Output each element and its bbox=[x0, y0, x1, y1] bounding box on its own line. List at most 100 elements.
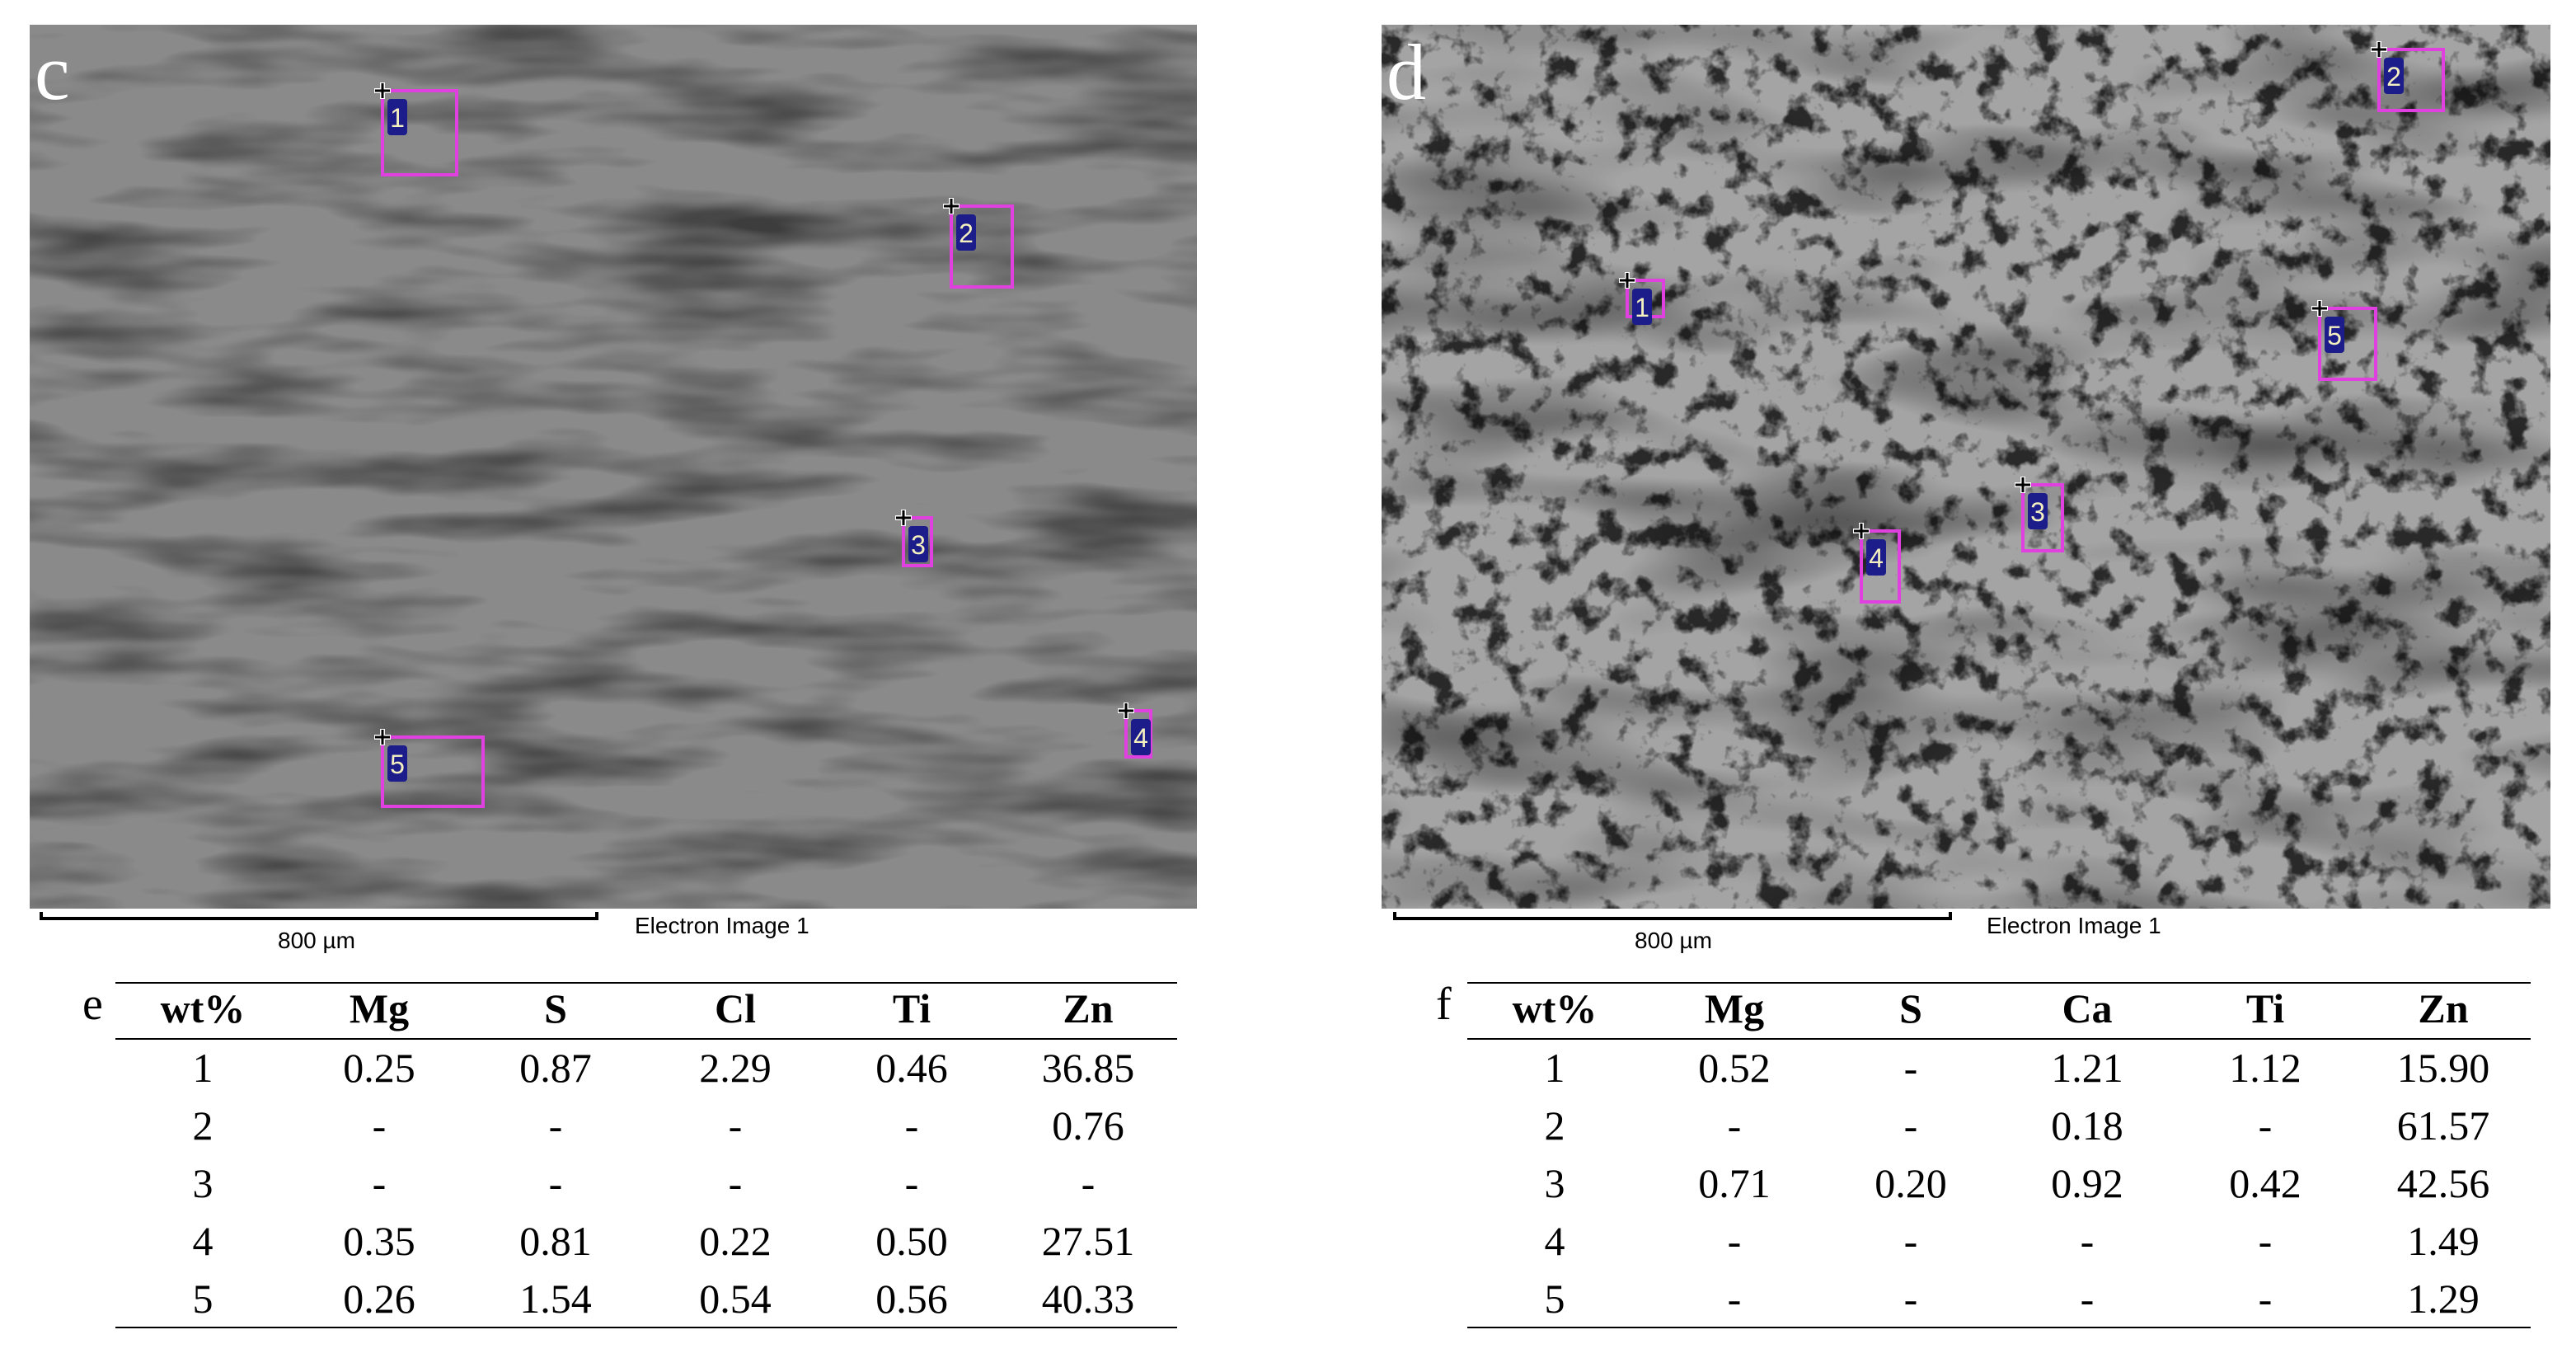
marker-badge bbox=[1866, 539, 1886, 576]
crosshair bbox=[2015, 477, 2030, 492]
analysis-region bbox=[381, 735, 485, 808]
marker-badge bbox=[387, 99, 407, 135]
table-cell: 0.18 bbox=[2051, 1102, 2123, 1149]
image-caption: Electron Image 1 bbox=[1987, 913, 2161, 938]
analysis-region bbox=[1860, 529, 1901, 604]
table-cell: 0.35 bbox=[343, 1218, 415, 1264]
column-header: Ti bbox=[893, 985, 931, 1031]
table-cell: 42.56 bbox=[2397, 1160, 2490, 1206]
column-header: Mg bbox=[1705, 985, 1764, 1031]
marker-badge bbox=[908, 526, 928, 562]
marker-badge bbox=[1131, 719, 1151, 755]
analysis-region bbox=[381, 89, 458, 176]
table-cell: 0.50 bbox=[875, 1218, 948, 1264]
table-cell: 15.90 bbox=[2397, 1045, 2490, 1091]
table-cell: 0.54 bbox=[699, 1276, 772, 1322]
table-cell: 1.54 bbox=[519, 1276, 592, 1322]
marker-number: 2 bbox=[2386, 62, 2401, 92]
marker-number: 2 bbox=[959, 219, 974, 248]
column-header: S bbox=[1899, 985, 1922, 1031]
crosshair bbox=[2312, 301, 2327, 316]
marker-number: 1 bbox=[1635, 293, 1649, 322]
column-header: wt% bbox=[1513, 985, 1598, 1031]
marker-badge bbox=[2384, 58, 2404, 94]
table-cell: - bbox=[2081, 1218, 2095, 1264]
analysis-region bbox=[902, 516, 933, 567]
table-cell: - bbox=[1728, 1218, 1742, 1264]
table-cell: 1.21 bbox=[2051, 1045, 2123, 1091]
crosshair bbox=[1119, 703, 1133, 718]
sem-panel: d 1 2 3 4 5 800 µm Electron Image 1 bbox=[1382, 25, 2550, 953]
table-cell: 4 bbox=[1545, 1218, 1565, 1264]
marker-number: 5 bbox=[2327, 321, 2342, 350]
sem-texture bbox=[30, 25, 1197, 909]
table-cell: - bbox=[1904, 1276, 1918, 1322]
sem-panel: c 1 2 3 4 5 800 µm Electron Image 1 bbox=[30, 25, 1197, 953]
table-cell: - bbox=[1728, 1276, 1742, 1322]
image-caption: Electron Image 1 bbox=[635, 913, 809, 938]
table-cell: 0.20 bbox=[1875, 1160, 1947, 1206]
table-cell: 0.26 bbox=[343, 1276, 415, 1322]
crosshair bbox=[375, 730, 390, 745]
column-header: Cl bbox=[715, 985, 756, 1031]
column-header: Mg bbox=[350, 985, 409, 1031]
table-cell: 0.76 bbox=[1052, 1102, 1124, 1149]
table-cell: - bbox=[549, 1160, 563, 1206]
sem-texture bbox=[1382, 25, 2550, 909]
crosshair bbox=[1620, 273, 1635, 288]
table-cell: - bbox=[2259, 1276, 2273, 1322]
crosshair bbox=[375, 83, 390, 98]
analysis-region bbox=[2318, 307, 2377, 381]
table-cell: 0.22 bbox=[699, 1218, 772, 1264]
scale-bar bbox=[40, 912, 598, 920]
table-cell: 2.29 bbox=[699, 1045, 772, 1091]
table-cell: 40.33 bbox=[1042, 1276, 1135, 1322]
table-label: f bbox=[1436, 979, 1452, 1030]
marker-number: 4 bbox=[1869, 543, 1884, 573]
table-cell: - bbox=[2259, 1218, 2273, 1264]
table-cell: 5 bbox=[193, 1276, 213, 1322]
table-cell: - bbox=[1904, 1045, 1918, 1091]
table-cell: - bbox=[1728, 1102, 1742, 1149]
crosshair bbox=[2372, 42, 2386, 57]
table-cell: 5 bbox=[1545, 1276, 1565, 1322]
crosshair bbox=[1854, 524, 1869, 538]
table-cell: 0.46 bbox=[875, 1045, 948, 1091]
table-cell: - bbox=[2259, 1102, 2273, 1149]
table-cell: 0.87 bbox=[519, 1045, 592, 1091]
table-cell: - bbox=[729, 1102, 743, 1149]
table-cell: 0.52 bbox=[1698, 1045, 1771, 1091]
table-cell: 0.71 bbox=[1698, 1160, 1771, 1206]
table-cell: - bbox=[1082, 1160, 1096, 1206]
table-cell: 0.56 bbox=[875, 1276, 948, 1322]
marker-badge bbox=[956, 214, 976, 251]
table-cell: - bbox=[1904, 1218, 1918, 1264]
table-cell: 1.29 bbox=[2407, 1276, 2480, 1322]
table-cell: 4 bbox=[193, 1218, 213, 1264]
table-cell: - bbox=[373, 1160, 387, 1206]
column-header: Zn bbox=[1063, 985, 1113, 1031]
column-header: Zn bbox=[2418, 985, 2468, 1031]
scale-bar-label: 800 µm bbox=[278, 928, 355, 953]
table-cell: 1 bbox=[193, 1045, 213, 1091]
table-cell: 3 bbox=[193, 1160, 213, 1206]
table-cell: 0.42 bbox=[2229, 1160, 2302, 1206]
data-table: f wt% Mg S Ca Ti Zn 1 0.52 - 1.21 1.12 15.90 2 - - 0.18 -… bbox=[1436, 979, 2531, 1328]
table-cell: 2 bbox=[1545, 1102, 1565, 1149]
column-header: Ca bbox=[2062, 985, 2112, 1031]
marker-badge bbox=[387, 745, 407, 782]
table-cell: - bbox=[2081, 1276, 2095, 1322]
column-header: Ti bbox=[2246, 985, 2284, 1031]
table-label: e bbox=[82, 979, 103, 1030]
column-header: S bbox=[544, 985, 567, 1031]
marker-badge bbox=[2325, 317, 2344, 353]
marker-number: 1 bbox=[390, 103, 405, 133]
table-cell: 27.51 bbox=[1042, 1218, 1135, 1264]
table-cell: - bbox=[905, 1102, 919, 1149]
table-cell: 1.12 bbox=[2229, 1045, 2302, 1091]
table-cell: 0.92 bbox=[2051, 1160, 2123, 1206]
marker-number: 3 bbox=[2030, 497, 2045, 527]
table-cell: - bbox=[373, 1102, 387, 1149]
